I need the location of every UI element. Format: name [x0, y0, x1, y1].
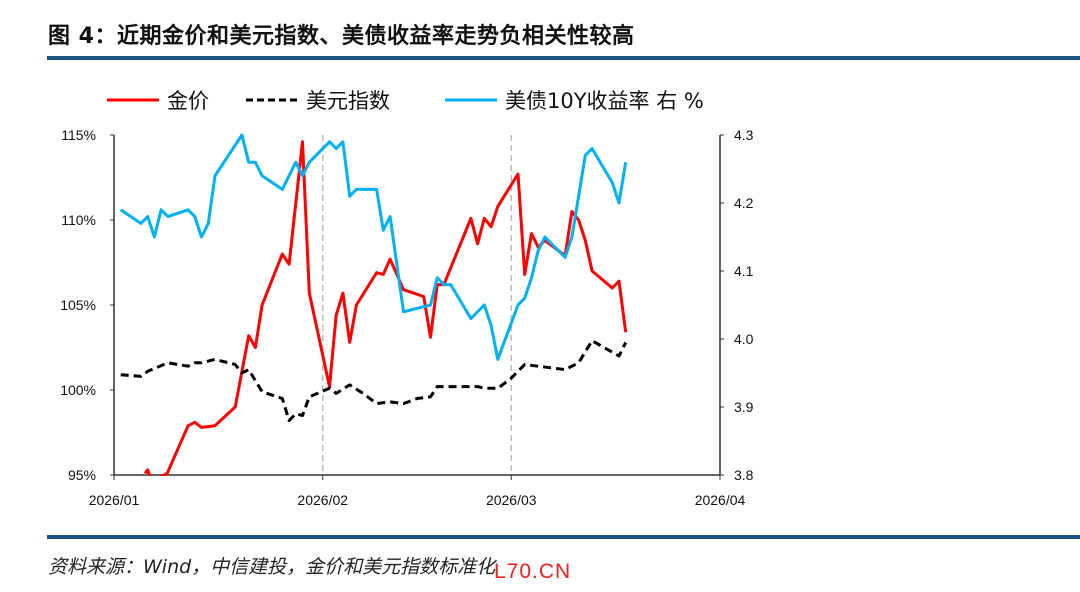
- right-y-tick-label: 3.9: [734, 399, 754, 415]
- right-y-tick-label: 4.1: [734, 263, 754, 279]
- right-y-tick-label: 3.8: [734, 467, 754, 483]
- x-tick-label: 2026/02: [297, 492, 348, 508]
- legend-label-1: 美元指数: [306, 89, 390, 113]
- left-y-tick-label: 95%: [68, 467, 96, 483]
- left-y-tick-label: 115%: [61, 127, 96, 143]
- x-tick-label: 2026/01: [89, 492, 140, 508]
- x-tick-label: 2026/03: [486, 492, 537, 508]
- left-y-tick-label: 100%: [60, 382, 96, 398]
- right-y-tick-label: 4.2: [734, 195, 754, 211]
- legend-label-2: 美债10Y收益率 右 %: [505, 89, 704, 113]
- legend-label-0: 金价: [167, 89, 209, 113]
- left-y-tick-label: 110%: [61, 212, 96, 228]
- left-y-tick-label: 105%: [60, 297, 96, 313]
- series-line-2: [119, 133, 628, 361]
- title-divider: [47, 56, 1080, 60]
- series-line-1: [120, 339, 628, 423]
- axes: 115% 110% 105% 100% 95% 4.3 4.2 4.1 4.0 3.9 3.8 202…: [60, 127, 753, 508]
- right-y-tick-label: 4.3: [734, 127, 754, 143]
- watermark: L70.CN: [494, 560, 572, 583]
- source-divider: [47, 535, 1080, 539]
- series-line-0: [143, 140, 628, 476]
- right-y-tick-label: 4.0: [734, 331, 754, 347]
- x-tick-label: 2026/04: [695, 492, 746, 508]
- source-note: 资料来源：Wind，中信建投，金价和美元指数标准化: [48, 556, 496, 578]
- legend: 金价 美元指数 美债10Y收益率 右 %: [107, 89, 704, 113]
- series-lines: [119, 133, 628, 476]
- figure-title: 图 4：近期金价和美元指数、美债收益率走势负相关性较高: [48, 24, 635, 49]
